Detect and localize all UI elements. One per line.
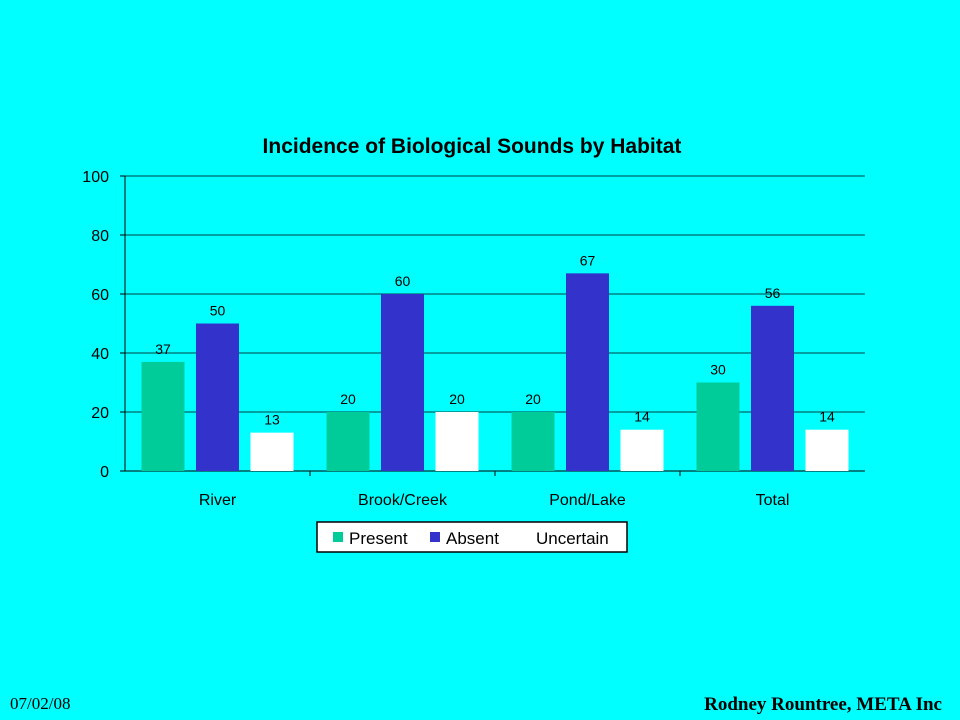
x-tick-label: Total: [756, 492, 790, 509]
x-tick-label: Pond/Lake: [549, 492, 626, 509]
bar: [250, 432, 294, 471]
bar: [511, 412, 555, 471]
legend-swatch: [520, 532, 530, 542]
x-tick-label: River: [199, 492, 237, 509]
legend-box: [316, 521, 628, 553]
bar: [751, 305, 794, 471]
data-label: 67: [580, 252, 596, 268]
data-label: 50: [210, 303, 226, 319]
data-label: 20: [525, 391, 541, 407]
y-tick-label: 100: [82, 169, 109, 186]
data-label: 20: [449, 391, 465, 407]
data-label: 14: [634, 409, 650, 425]
data-label: 20: [340, 391, 356, 407]
legend-label: Present: [349, 529, 408, 548]
y-tick-label: 60: [91, 287, 109, 304]
bar: [141, 361, 185, 471]
y-tick-label: 0: [100, 464, 109, 481]
bar: [620, 429, 664, 471]
y-tick-label: 20: [91, 405, 109, 422]
data-label: 60: [395, 273, 411, 289]
data-label: 56: [765, 285, 781, 301]
slide-credit: Rodney Rountree, META Inc: [704, 694, 942, 715]
data-label: 37: [155, 341, 171, 357]
bar: [566, 273, 609, 471]
bar: [696, 382, 740, 471]
chart-title: Incidence of Biological Sounds by Habita…: [263, 135, 682, 158]
y-tick-label: 80: [91, 228, 109, 245]
data-label: 14: [819, 409, 835, 425]
x-tick-label: Brook/Creek: [358, 492, 448, 509]
bar: [435, 412, 479, 471]
legend-label: Absent: [446, 529, 499, 548]
legend-label: Uncertain: [536, 529, 609, 548]
bar: [196, 323, 239, 471]
legend-swatch: [333, 532, 343, 542]
data-label: 13: [264, 412, 280, 428]
legend: Present Absent Uncertain: [316, 521, 628, 553]
bar: [381, 294, 424, 471]
y-tick-label: 40: [91, 346, 109, 363]
data-label: 30: [710, 362, 726, 378]
bar: [326, 412, 370, 471]
legend-swatch: [430, 532, 440, 542]
slide-date: 07/02/08: [10, 694, 71, 713]
bar: [805, 429, 849, 471]
